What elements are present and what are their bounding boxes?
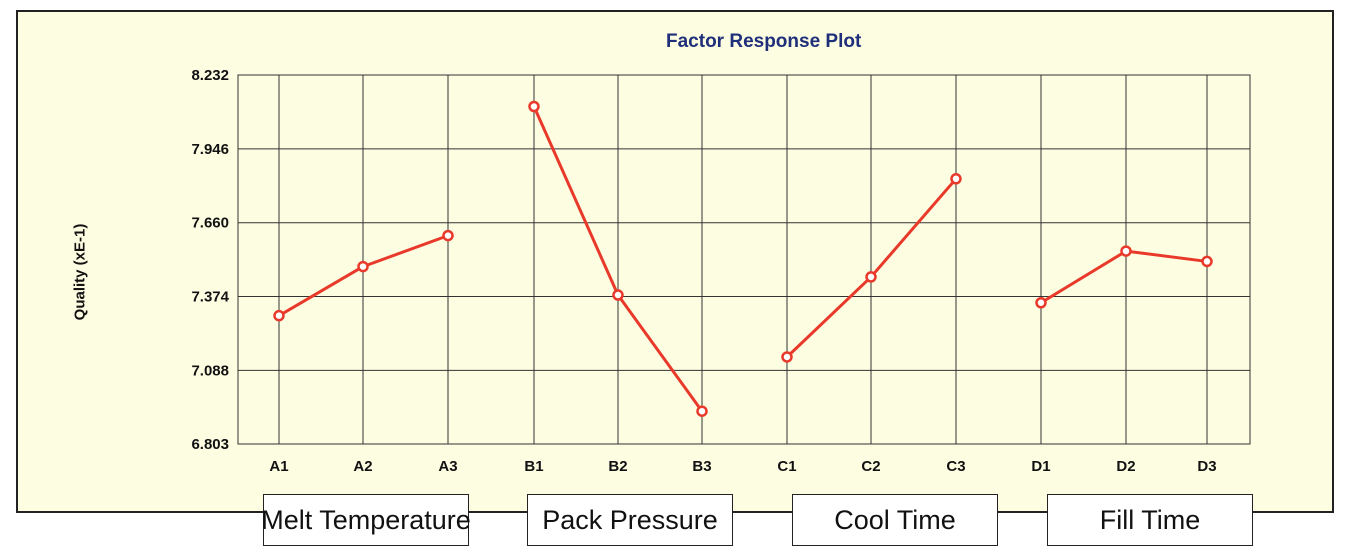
- y-tick-label: 7.946: [191, 141, 229, 158]
- x-tick-label: C3: [946, 458, 965, 475]
- x-tick-label: C1: [777, 458, 796, 475]
- data-point-c3: [950, 173, 962, 185]
- data-point-d1: [1035, 297, 1047, 309]
- data-point-a1: [273, 309, 285, 322]
- x-tick-label: D3: [1197, 458, 1216, 475]
- data-point-d2: [1120, 245, 1132, 257]
- data-point-b3: [696, 405, 708, 417]
- x-tick-label: A3: [438, 458, 457, 475]
- chart-title: Factor Response Plot: [666, 31, 862, 52]
- x-tick-label: B2: [608, 458, 627, 475]
- data-point-a2: [357, 260, 369, 273]
- data-point-a3: [442, 229, 454, 242]
- x-tick-label: D1: [1031, 458, 1050, 475]
- data-point-b1: [528, 100, 540, 113]
- y-tick-label: 8.232: [191, 67, 229, 84]
- x-tick-label: C2: [861, 458, 880, 475]
- x-tick-label: B3: [692, 458, 711, 475]
- x-tick-label: D2: [1116, 458, 1135, 475]
- data-point-d3: [1201, 255, 1213, 268]
- x-tick-label: B1: [524, 458, 543, 475]
- data-point-b2: [612, 289, 624, 301]
- plot-frame: [237, 74, 1251, 445]
- factor-label-box: Pack Pressure: [527, 494, 733, 546]
- x-tick-label: A2: [353, 458, 372, 475]
- y-tick-label: 7.088: [191, 362, 229, 379]
- x-tick-label: A1: [269, 458, 288, 475]
- data-point-c2: [865, 271, 877, 283]
- y-tick-label: 7.374: [191, 289, 229, 306]
- factor-label-box: Fill Time: [1047, 494, 1253, 546]
- data-point-c1: [781, 351, 793, 363]
- y-tick-label: 6.803: [191, 436, 229, 453]
- y-tick-label: 7.660: [191, 215, 229, 232]
- factor-label-box: Cool Time: [792, 494, 998, 546]
- factor-label-box: Melt Temperature: [261, 494, 471, 546]
